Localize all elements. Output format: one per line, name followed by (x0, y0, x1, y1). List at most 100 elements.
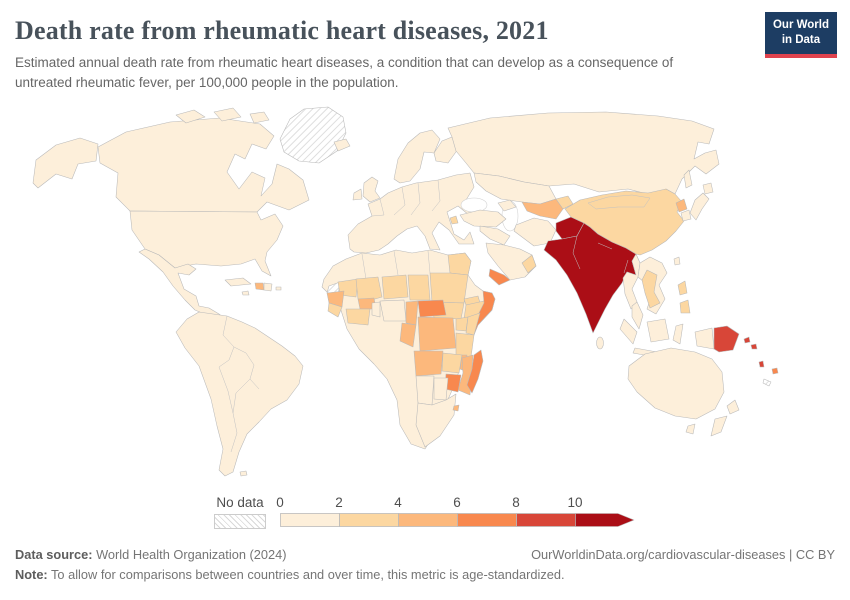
owid-logo-line-2: in Data (781, 33, 821, 46)
region-hokkaido[interactable] (702, 182, 714, 195)
region-arctic-island[interactable] (249, 111, 270, 124)
region-niger[interactable] (381, 274, 409, 300)
border-europe (431, 179, 441, 212)
region-arctic-island[interactable] (175, 109, 206, 124)
region-usa[interactable] (129, 210, 284, 277)
region-sudan[interactable] (429, 272, 469, 304)
region-caucasus[interactable] (497, 199, 517, 212)
legend-swatch-6-8[interactable] (457, 513, 517, 527)
region-philippines[interactable] (677, 280, 688, 296)
region-chad[interactable] (407, 274, 431, 301)
region-united-kingdom[interactable] (362, 176, 381, 203)
region-europe-mainland[interactable] (347, 172, 477, 254)
legend-swatch-2-4[interactable] (339, 513, 399, 527)
region-papua-new-guinea[interactable] (713, 325, 740, 353)
region-uzbekistan-turkmenistan[interactable] (521, 198, 564, 220)
legend-no-data: No data (214, 495, 266, 529)
region-japan[interactable] (689, 192, 710, 221)
region-south-america[interactable] (175, 311, 304, 477)
region-cameroon[interactable] (405, 300, 419, 326)
region-new-zealand[interactable] (710, 415, 728, 437)
region-sulawesi[interactable] (672, 323, 684, 345)
region-turkey[interactable] (459, 209, 507, 228)
owid-logo[interactable]: Our World in Data (764, 12, 837, 58)
region-balkan-country[interactable] (449, 215, 459, 225)
region-iceland[interactable] (333, 138, 351, 152)
region-arctic-island[interactable] (213, 107, 242, 122)
region-greenland[interactable] (279, 106, 347, 164)
region-australia[interactable] (627, 347, 725, 420)
legend-no-data-label: No data (216, 495, 264, 510)
region-laos-cambodia[interactable] (641, 269, 661, 309)
region-puerto-rico[interactable] (275, 286, 282, 291)
region-sakhalin[interactable] (683, 169, 693, 189)
legend-swatch-8-10[interactable] (516, 513, 576, 527)
region-fiji[interactable] (771, 367, 779, 375)
region-vanuatu[interactable] (758, 360, 765, 368)
footer-note-label: Note: (15, 567, 48, 582)
border-south-america (218, 366, 234, 414)
owid-url-link[interactable]: OurWorldinData.org/cardiovascular-diseas… (531, 547, 835, 562)
region-north-korea[interactable] (675, 198, 688, 213)
page-subtitle: Estimated annual death rate from rheumat… (15, 53, 760, 94)
border-north-africa (393, 250, 399, 276)
region-egypt[interactable] (447, 252, 472, 276)
border-europe (393, 186, 406, 216)
region-malay-peninsula[interactable] (631, 301, 644, 330)
subtitle-line-1: Estimated annual death rate from rheumat… (15, 55, 674, 70)
region-gabon-congo[interactable] (399, 322, 417, 348)
region-angola[interactable] (413, 350, 444, 377)
legend-bar-svg (280, 513, 635, 527)
region-sierra-leone-liberia[interactable] (327, 302, 343, 318)
region-solomon-islands[interactable] (743, 336, 751, 344)
region-west-papua[interactable] (694, 327, 715, 350)
region-south-korea[interactable] (680, 209, 692, 222)
legend-tick: 2 (335, 495, 343, 510)
region-haiti[interactable] (254, 282, 265, 291)
region-dominican-republic[interactable] (263, 282, 273, 292)
region-saudi-arabia[interactable] (485, 242, 537, 281)
region-botswana[interactable] (433, 377, 449, 401)
region-canada[interactable] (97, 117, 310, 213)
region-madagascar[interactable] (466, 349, 484, 394)
region-ivory-coast-ghana[interactable] (345, 308, 371, 326)
region-eswatini[interactable] (452, 404, 460, 412)
region-taiwan[interactable] (673, 256, 681, 266)
legend-swatch-4-6[interactable] (398, 513, 458, 527)
region-scandinavia[interactable] (393, 129, 441, 184)
region-dr-congo[interactable] (417, 316, 457, 352)
region-namibia[interactable] (415, 375, 435, 406)
border-south-america (233, 346, 260, 390)
region-nigeria[interactable] (379, 299, 407, 322)
region-central-african-republic[interactable] (417, 299, 447, 318)
region-yemen[interactable] (488, 268, 511, 286)
region-cuba[interactable] (224, 277, 252, 287)
region-mali[interactable] (355, 276, 383, 302)
region-falkland-islands[interactable] (239, 470, 248, 477)
legend-color-bar: 0 2 4 6 8 10 (276, 495, 640, 528)
region-new-caledonia[interactable] (762, 378, 772, 387)
region-uganda[interactable] (455, 316, 469, 332)
region-new-zealand[interactable] (726, 399, 740, 415)
region-solomon-islands[interactable] (750, 343, 758, 350)
region-zambia[interactable] (441, 352, 463, 374)
map-legend: No data 0 2 4 6 8 10 (0, 495, 850, 535)
region-china[interactable] (564, 188, 685, 256)
region-oman[interactable] (521, 254, 537, 274)
region-alaska[interactable] (32, 137, 99, 189)
region-ireland[interactable] (352, 188, 363, 201)
region-sumatra[interactable] (619, 318, 638, 345)
region-jamaica[interactable] (241, 290, 250, 296)
legend-swatch-10-plus[interactable] (575, 513, 635, 527)
legend-no-data-swatch[interactable] (214, 514, 266, 529)
region-mexico-central-america[interactable] (138, 248, 230, 329)
region-tanzania[interactable] (455, 332, 475, 358)
region-philippines[interactable] (679, 299, 691, 314)
region-tasmania[interactable] (685, 423, 696, 435)
region-sri-lanka[interactable] (596, 336, 604, 350)
region-togo-benin[interactable] (371, 301, 381, 318)
legend-swatch-0-2[interactable] (280, 513, 340, 527)
region-south-africa[interactable] (415, 393, 457, 448)
region-borneo[interactable] (646, 318, 670, 343)
data-source-line: Data source: World Health Organization (… (15, 545, 286, 565)
